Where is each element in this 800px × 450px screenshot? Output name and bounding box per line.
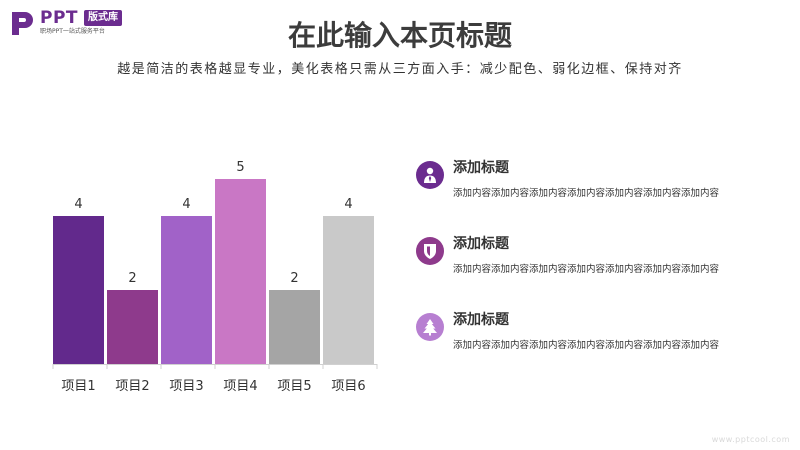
category-label: 项目2 bbox=[115, 379, 149, 394]
bar bbox=[161, 216, 212, 364]
category-label: 项目1 bbox=[61, 379, 95, 394]
bar bbox=[107, 290, 158, 364]
data-label: 4 bbox=[182, 197, 190, 212]
info-title: 添加标题 bbox=[453, 236, 509, 252]
bar bbox=[269, 290, 320, 364]
bar bbox=[215, 179, 266, 364]
logo-brand-text: PPT bbox=[40, 8, 79, 28]
page-subtitle: 越是简洁的表格越显专业，美化表格只需从三方面入手：减少配色、弱化边框、保持对齐 bbox=[117, 62, 683, 77]
info-item: 添加标题 添加内容添加内容添加内容添加内容添加内容添加内容添加内容 bbox=[416, 308, 776, 384]
info-text: 添加内容添加内容添加内容添加内容添加内容添加内容添加内容 bbox=[453, 340, 720, 351]
info-list: 添加标题 添加内容添加内容添加内容添加内容添加内容添加内容添加内容 添加标题 添… bbox=[416, 156, 776, 384]
bar bbox=[53, 216, 104, 364]
category-label: 项目5 bbox=[277, 379, 311, 394]
shield-icon bbox=[416, 237, 444, 265]
data-label: 4 bbox=[74, 197, 82, 212]
info-title: 添加标题 bbox=[453, 312, 509, 328]
category-label: 项目3 bbox=[169, 379, 203, 394]
info-title: 添加标题 bbox=[453, 160, 509, 176]
logo-tagline: 职场PPT一站式服务平台 bbox=[40, 28, 105, 35]
info-item: 添加标题 添加内容添加内容添加内容添加内容添加内容添加内容添加内容 bbox=[416, 232, 776, 308]
logo-tag: 版式库 bbox=[84, 10, 122, 26]
data-label: 2 bbox=[128, 271, 136, 286]
person-tie-icon bbox=[416, 161, 444, 189]
category-label: 项目6 bbox=[331, 379, 365, 394]
page-title: 在此输入本页标题 bbox=[287, 19, 512, 52]
info-text: 添加内容添加内容添加内容添加内容添加内容添加内容添加内容 bbox=[453, 188, 720, 199]
data-label: 5 bbox=[236, 160, 244, 175]
data-label: 2 bbox=[290, 271, 298, 286]
info-item: 添加标题 添加内容添加内容添加内容添加内容添加内容添加内容添加内容 bbox=[416, 156, 776, 232]
category-label: 项目4 bbox=[223, 379, 257, 394]
watermark: www.pptcool.com bbox=[711, 435, 790, 444]
bar bbox=[323, 216, 374, 364]
data-label: 4 bbox=[344, 197, 352, 212]
info-text: 添加内容添加内容添加内容添加内容添加内容添加内容添加内容 bbox=[453, 264, 720, 275]
tree-icon bbox=[416, 313, 444, 341]
logo-p-icon bbox=[12, 12, 33, 35]
brand-logo: PPT 版式库 职场PPT一站式服务平台 bbox=[8, 7, 168, 37]
